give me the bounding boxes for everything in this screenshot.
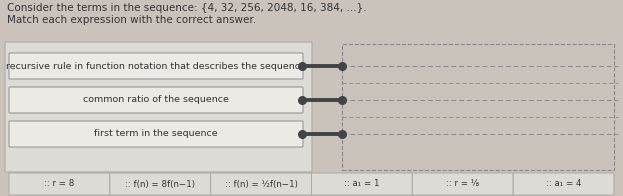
Text: :: r = ⅛: :: r = ⅛ <box>446 180 479 189</box>
FancyBboxPatch shape <box>9 53 303 79</box>
Text: :: f(n) = ½f(n−1): :: f(n) = ½f(n−1) <box>225 180 298 189</box>
FancyBboxPatch shape <box>412 173 513 195</box>
Text: :: r = 8: :: r = 8 <box>44 180 75 189</box>
Text: Consider the terms in the sequence: {4, 32, 256, 2048, 16, 384, ...}.: Consider the terms in the sequence: {4, … <box>7 3 366 13</box>
FancyBboxPatch shape <box>513 173 614 195</box>
FancyBboxPatch shape <box>110 173 211 195</box>
FancyBboxPatch shape <box>211 173 312 195</box>
Text: :: f(n) = 8f(n−1): :: f(n) = 8f(n−1) <box>125 180 195 189</box>
Text: first term in the sequence: first term in the sequence <box>94 130 218 139</box>
Text: :: a₁ = 4: :: a₁ = 4 <box>546 180 581 189</box>
Text: common ratio of the sequence: common ratio of the sequence <box>83 95 229 104</box>
Text: Match each expression with the correct answer.: Match each expression with the correct a… <box>7 15 256 25</box>
FancyBboxPatch shape <box>9 121 303 147</box>
Text: recursive rule in function notation that describes the sequence: recursive rule in function notation that… <box>6 62 306 71</box>
FancyBboxPatch shape <box>5 42 312 172</box>
Text: :: a₁ = 1: :: a₁ = 1 <box>344 180 379 189</box>
FancyBboxPatch shape <box>9 87 303 113</box>
FancyBboxPatch shape <box>312 173 412 195</box>
FancyBboxPatch shape <box>9 173 110 195</box>
